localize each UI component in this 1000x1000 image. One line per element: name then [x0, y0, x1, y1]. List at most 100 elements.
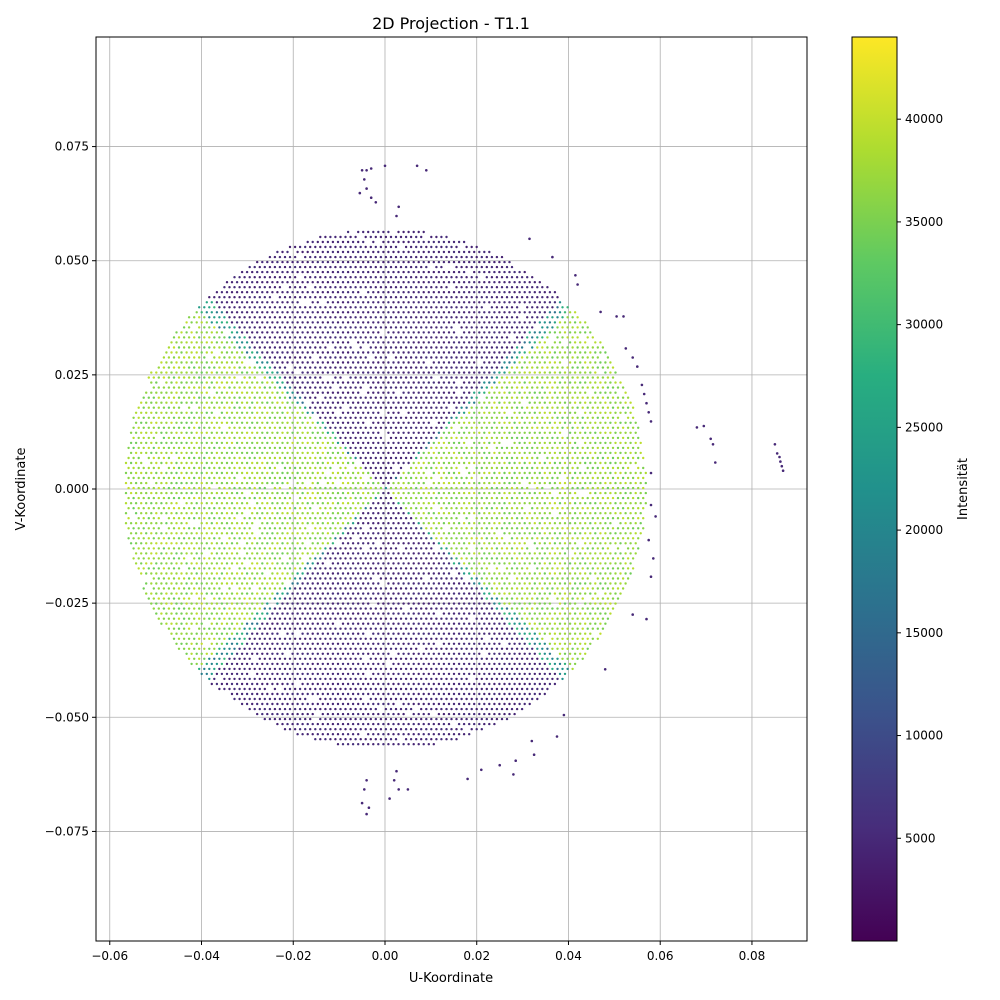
scatter-point — [331, 632, 335, 635]
scatter-point — [160, 471, 163, 475]
scatter-point — [180, 542, 183, 545]
scatter-point — [538, 461, 541, 465]
scatter-point — [208, 587, 211, 590]
scatter-point — [417, 672, 420, 676]
scatter-point — [536, 517, 539, 520]
scatter-point — [447, 502, 451, 505]
scatter-point — [362, 491, 365, 495]
scatter-point — [349, 627, 352, 630]
scatter-point — [382, 572, 385, 575]
scatter-point — [225, 441, 229, 445]
scatter-point — [223, 667, 226, 671]
scatter-point — [634, 542, 637, 545]
scatter-point — [223, 687, 226, 691]
scatter-point — [334, 527, 337, 530]
scatter-point — [384, 446, 388, 450]
scatter-point — [389, 717, 393, 721]
scatter-point — [223, 637, 226, 640]
scatter-point — [543, 682, 546, 686]
scatter-point — [170, 441, 173, 445]
scatter-point — [187, 577, 191, 580]
scatter-point — [442, 512, 446, 515]
scatter-point — [450, 557, 453, 560]
scatter-point — [520, 677, 524, 681]
scatter-point — [589, 542, 592, 545]
scatter-point — [354, 627, 357, 630]
scatter-point — [235, 451, 239, 455]
scatter-point — [495, 707, 499, 711]
scatter-point — [374, 547, 377, 550]
scatter-point — [520, 567, 524, 570]
scatter-point — [563, 461, 567, 465]
scatter-point — [321, 612, 324, 615]
scatter-point — [235, 602, 239, 605]
scatter-point — [447, 471, 451, 475]
scatter-point — [220, 532, 224, 535]
scatter-point — [412, 502, 415, 505]
scatter-point — [399, 728, 403, 731]
scatter-point — [374, 466, 377, 470]
scatter-point — [399, 527, 403, 530]
scatter-point — [240, 592, 244, 595]
scatter-point — [445, 647, 448, 650]
scatter-point — [341, 733, 345, 736]
scatter-point — [425, 446, 428, 450]
scatter-point — [473, 562, 476, 565]
scatter-point — [238, 537, 241, 540]
scatter-point — [392, 471, 395, 475]
scatter-point — [392, 512, 395, 515]
scatter-point — [551, 537, 554, 540]
scatter-point — [488, 481, 491, 485]
scatter-point — [450, 537, 453, 540]
scatter-point — [437, 532, 441, 535]
scatter-point — [604, 481, 607, 485]
scatter-point — [195, 582, 198, 585]
scatter-point — [536, 567, 539, 570]
scatter-point — [528, 471, 531, 475]
scatter-point — [137, 567, 140, 570]
scatter-point — [394, 667, 398, 671]
scatter-point — [442, 481, 446, 485]
scatter-point — [175, 572, 178, 575]
scatter-point — [339, 537, 342, 540]
scatter-point — [319, 577, 322, 580]
scatter-point — [215, 612, 219, 615]
scatter-point — [311, 502, 314, 505]
scatter-point — [170, 512, 173, 515]
scatter-point — [187, 617, 191, 620]
scatter-point — [470, 728, 473, 731]
scatter-point — [127, 446, 130, 450]
scatter-point — [432, 743, 435, 746]
scatter-point — [160, 491, 163, 495]
scatter-point — [468, 572, 471, 575]
scatter-point — [475, 527, 478, 530]
scatter-point — [551, 617, 554, 620]
scatter-point — [230, 672, 234, 676]
scatter-point — [155, 481, 158, 485]
scatter-point — [266, 582, 269, 585]
scatter-point — [579, 582, 582, 585]
scatter-point — [473, 642, 476, 645]
scatter-point — [162, 607, 166, 610]
scatter-point — [230, 682, 234, 686]
scatter-point — [286, 512, 289, 515]
scatter-point — [563, 602, 567, 605]
scatter-point — [452, 622, 456, 625]
scatter-point — [417, 632, 420, 635]
scatter-point — [500, 496, 504, 500]
scatter-point — [349, 707, 352, 711]
scatter-point — [427, 572, 430, 575]
scatter-point — [558, 622, 562, 625]
scatter-point — [339, 637, 342, 640]
scatter-point — [526, 627, 529, 630]
scatter-point — [621, 507, 625, 510]
scatter-point — [339, 476, 342, 480]
scatter-point — [377, 552, 380, 555]
scatter-point — [367, 692, 370, 696]
scatter-point — [513, 612, 516, 615]
scatter-point — [339, 587, 342, 590]
scatter-point — [351, 602, 355, 605]
scatter-point — [518, 642, 521, 645]
scatter-point — [455, 617, 458, 620]
scatter-point — [584, 451, 587, 455]
